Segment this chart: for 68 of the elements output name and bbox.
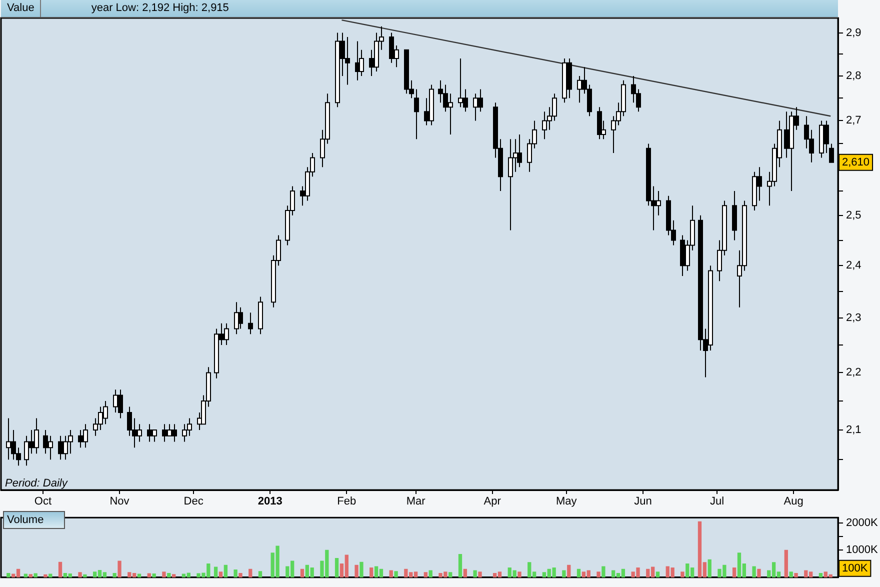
bar — [752, 566, 756, 578]
bar — [478, 572, 482, 578]
bar — [58, 562, 62, 578]
x-tick-label: Mar — [406, 496, 426, 508]
annotation: Period: Daily — [5, 478, 69, 490]
bar — [394, 571, 398, 578]
y-tick-label: 2,7 — [846, 114, 862, 127]
y-tick-label: 2,5 — [846, 209, 862, 222]
x-tick-label: Nov — [110, 496, 130, 508]
bar — [567, 564, 571, 578]
y-tick-label: 2,4 — [846, 260, 862, 272]
x-tick-label: Jun — [634, 496, 652, 508]
y-tick-label: 2000K — [846, 517, 878, 530]
bar — [784, 550, 788, 578]
chart-title: Volume — [3, 511, 65, 529]
text: 100K — [842, 562, 868, 574]
bar — [789, 572, 793, 578]
bar — [518, 572, 522, 578]
bar — [424, 572, 428, 578]
bar — [448, 572, 452, 578]
bar — [360, 562, 364, 578]
bar — [576, 568, 581, 578]
x-tick-label: 2013 — [258, 496, 282, 508]
x-tick-label: Jul — [710, 496, 724, 508]
bar — [248, 568, 252, 578]
annotation: 2,610 — [842, 156, 870, 168]
bar — [708, 559, 712, 578]
bar — [34, 573, 38, 578]
bar — [370, 568, 374, 578]
bar — [680, 572, 684, 578]
bar — [238, 572, 242, 578]
bar — [602, 566, 606, 578]
y-tick-label: 1000K — [846, 544, 878, 556]
chart-title: Value — [1, 0, 42, 17]
x-tick-label: Aug — [784, 496, 804, 508]
y-tick-label: 2,8 — [846, 70, 862, 82]
bar — [794, 572, 798, 578]
x-tick-label: Dec — [184, 496, 204, 508]
bar — [334, 558, 339, 578]
bar — [258, 571, 262, 578]
bar — [562, 570, 566, 578]
x-tick-label: Feb — [337, 496, 356, 508]
bar — [458, 554, 462, 578]
y-tick-label: 2,1 — [846, 424, 862, 436]
bar — [596, 572, 600, 578]
bar — [354, 564, 358, 578]
y-tick-label: 2,2 — [846, 366, 862, 379]
bar — [218, 572, 223, 578]
x-tick-label: Apr — [484, 496, 502, 508]
bar — [214, 566, 218, 578]
x-tick-label: May — [556, 496, 578, 508]
bar — [118, 560, 122, 578]
bar — [234, 569, 238, 578]
x-tick-label: Oct — [34, 496, 52, 508]
bar — [224, 564, 228, 578]
y-tick-label: 2,3 — [846, 312, 862, 324]
bar — [463, 568, 468, 578]
bar — [656, 572, 660, 578]
bar — [473, 570, 477, 578]
chart-subtitle: year Low: 2,192 High: 2,915 — [90, 1, 229, 16]
bar — [78, 572, 82, 578]
bar — [732, 568, 736, 578]
bar — [300, 568, 304, 578]
y-tick-label: 2,9 — [846, 26, 862, 39]
bar — [757, 568, 761, 578]
bar — [112, 572, 116, 578]
bar — [152, 574, 156, 578]
bar — [162, 572, 166, 578]
